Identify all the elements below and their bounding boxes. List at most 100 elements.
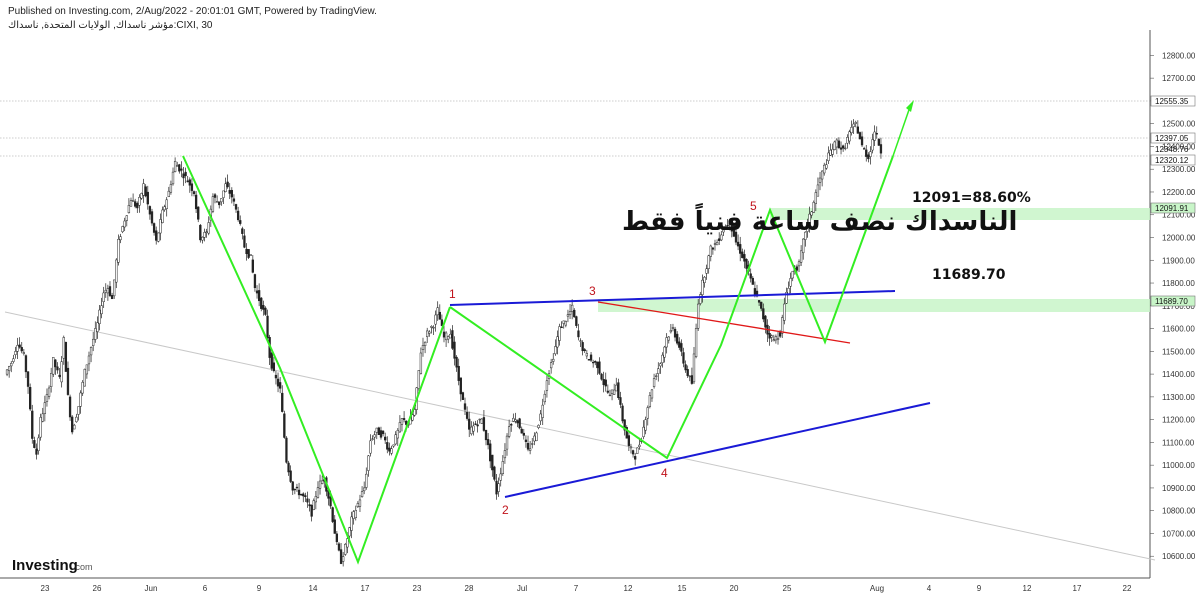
candle-body [396, 429, 399, 439]
candle-body [239, 220, 242, 224]
candle-body [232, 198, 236, 202]
x-tick-label: Aug [870, 584, 884, 593]
candle-body [50, 373, 53, 387]
candle-body [463, 403, 467, 410]
candle-body [707, 255, 710, 269]
candle-body [846, 137, 849, 144]
candle-body [312, 500, 315, 510]
candle-body [222, 190, 225, 198]
candle-body [163, 206, 166, 211]
candle-body [690, 375, 694, 384]
candle-body [402, 418, 406, 420]
candle-body [741, 251, 744, 259]
candle-body [386, 442, 389, 450]
y-tick-label: 11800.00 [1162, 279, 1195, 288]
candle-body [852, 123, 855, 127]
candle-body [22, 352, 26, 354]
candle-body [308, 504, 311, 507]
candle-body [627, 435, 631, 446]
candle-body [129, 200, 133, 207]
candle-body [749, 273, 752, 279]
candle-body [476, 424, 479, 427]
y-tick-label: 12500.00 [1162, 120, 1196, 129]
candle-body [816, 184, 820, 197]
wave-label-2: 2 [502, 503, 509, 517]
candle-body [526, 443, 530, 450]
candle-body [636, 447, 639, 454]
candle-body [820, 170, 824, 180]
candle-body [426, 330, 429, 337]
svg-text:12348.76: 12348.76 [1155, 145, 1189, 154]
candle-body [257, 290, 261, 302]
candle-body [493, 466, 496, 480]
candle-body [10, 363, 13, 367]
candle-body [558, 326, 561, 341]
svg-text:12091.91: 12091.91 [1155, 204, 1189, 213]
candle-body [743, 254, 746, 262]
candle-body [281, 392, 284, 412]
candle-body [300, 493, 303, 496]
candle-body [176, 165, 179, 167]
candle-body [505, 435, 509, 450]
candle-body [266, 315, 269, 339]
y-tick-label: 11000.00 [1162, 461, 1195, 470]
candle-body [224, 183, 227, 192]
candle-body [568, 311, 572, 315]
candle-body [709, 245, 712, 257]
candle-body [518, 418, 521, 429]
candle-body [339, 549, 343, 564]
candle-body [770, 335, 773, 338]
candle-body [688, 375, 691, 378]
price-box-12320: 12320.12 [1150, 154, 1196, 166]
candle-body [570, 304, 574, 312]
candle-body [619, 397, 622, 405]
candle-body [52, 357, 55, 375]
candle-body [873, 131, 876, 141]
candle-body [543, 393, 546, 403]
candle-body [14, 351, 17, 355]
candle-body [507, 426, 511, 437]
candle-body [835, 139, 838, 148]
candle-body [697, 303, 700, 329]
y-tick-label: 10900.00 [1162, 484, 1196, 493]
candle-body [739, 244, 742, 254]
x-tick-label: 14 [309, 584, 318, 593]
symbol-info: مؤشر ناسداك, الولايات المتحدة, ناسداك:CI… [8, 20, 213, 31]
candle-body [459, 377, 462, 395]
candle-body [289, 470, 292, 482]
candle-body [533, 435, 536, 442]
candle-body [329, 496, 332, 507]
candle-body [398, 422, 402, 433]
candle-body [528, 448, 532, 451]
candle-body [331, 507, 334, 522]
wave-label-3: 3 [589, 284, 596, 298]
candle-body [489, 443, 492, 462]
candle-body [68, 396, 72, 418]
candle-body [295, 486, 299, 489]
candle-body [858, 132, 862, 140]
green-target-arrow [892, 103, 912, 157]
candle-body [251, 259, 254, 273]
candle-body [589, 354, 593, 361]
candle-body [92, 338, 95, 346]
candle-body [66, 367, 70, 395]
candle-body [745, 258, 748, 269]
candle-body [604, 379, 607, 387]
candle-body [818, 177, 822, 183]
candle-body [262, 305, 265, 310]
candle-body [579, 340, 582, 342]
candle-body [657, 368, 660, 374]
candle-body [736, 241, 740, 247]
zone-12091 [770, 208, 1150, 220]
candle-body [12, 358, 15, 362]
y-tick-label: 12100.00 [1162, 211, 1196, 220]
candle-body [127, 205, 131, 214]
candle-body [659, 363, 662, 367]
candle-body [482, 417, 486, 431]
candle-body [581, 342, 584, 352]
candle-body [144, 186, 147, 197]
y-tick-label: 10800.00 [1162, 507, 1196, 516]
x-tick-label: 23 [413, 584, 422, 593]
y-tick-label: 11900.00 [1162, 256, 1195, 265]
